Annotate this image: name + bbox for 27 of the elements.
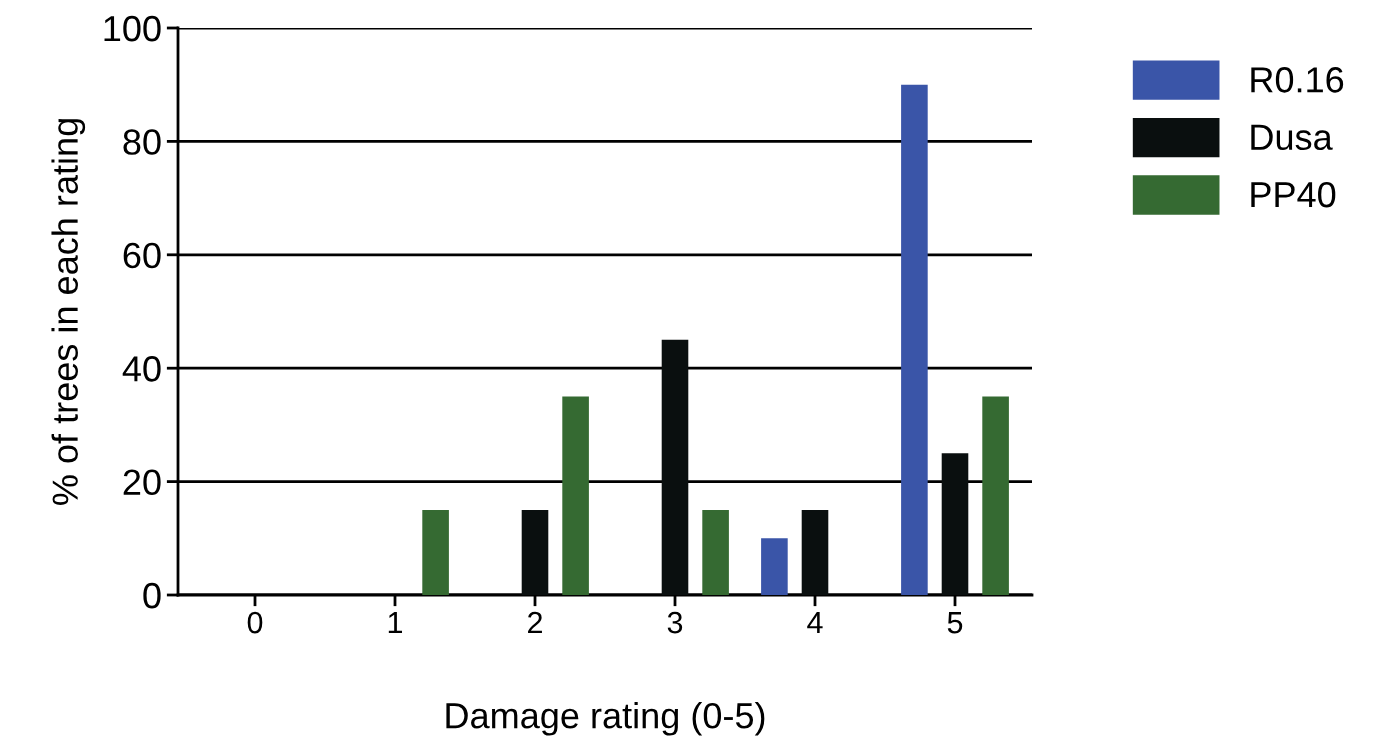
y-tick-label: 80 <box>123 129 161 155</box>
x-tick-label: 0 <box>247 611 263 634</box>
x-tick-label: 5 <box>947 612 963 634</box>
bar <box>901 84 928 595</box>
legend-label: R0.16 <box>1251 67 1344 93</box>
legend-label: Dusa <box>1251 124 1333 151</box>
y-tick-label: 100 <box>104 15 161 42</box>
x-tick-label: 1 <box>388 612 403 634</box>
y-axis-title: % of trees in each rating <box>51 119 86 505</box>
x-axis-title: Damage rating (0-5) <box>446 701 765 736</box>
bar <box>982 396 1009 595</box>
bar <box>661 339 689 595</box>
bar <box>702 509 729 595</box>
y-tick-label: 0 <box>143 582 161 609</box>
x-tick-label: 2 <box>528 611 542 634</box>
y-tick-label: 20 <box>123 469 161 496</box>
x-tick-label: 4 <box>807 612 823 634</box>
y-tick-label: 60 <box>123 242 161 269</box>
bar <box>941 453 969 595</box>
bar <box>562 396 589 595</box>
x-tick-label: 3 <box>667 611 683 634</box>
bar <box>801 509 829 595</box>
bar <box>521 509 549 595</box>
legend-label: PP40 <box>1251 181 1336 208</box>
bar <box>761 538 788 595</box>
y-tick-label: 40 <box>122 356 161 382</box>
bar <box>422 509 449 595</box>
